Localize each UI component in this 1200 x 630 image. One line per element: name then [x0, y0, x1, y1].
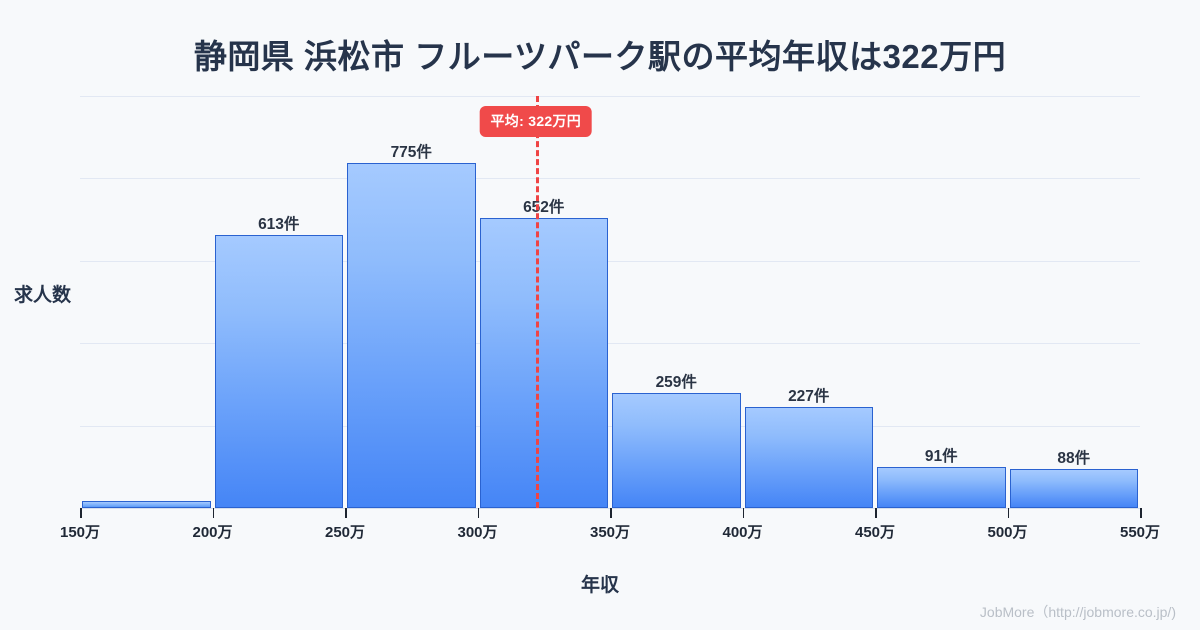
x-tick-label: 550万: [1119, 524, 1161, 541]
bar[interactable]: [612, 392, 741, 508]
x-tick-label: 300万: [457, 524, 498, 541]
bar-value-label: 652件: [523, 198, 565, 216]
bar[interactable]: [479, 217, 608, 508]
bar[interactable]: [744, 406, 873, 508]
x-tick-label: 500万: [987, 524, 1028, 541]
watermark: JobMore（http://jobmore.co.jp/): [979, 604, 1176, 620]
x-tick-mark: [212, 508, 215, 518]
plot-area: [80, 96, 1140, 508]
gridline: [80, 178, 1140, 179]
average-badge: 平均: 322万円: [479, 106, 593, 137]
x-tick-label: 450万: [854, 524, 896, 541]
average-line: [535, 96, 539, 508]
bar[interactable]: [214, 234, 343, 508]
x-tick-label: 200万: [192, 524, 233, 541]
bar-value-label: 613件: [258, 215, 300, 233]
x-tick-mark: [1007, 508, 1010, 518]
x-tick-mark: [742, 508, 745, 518]
x-tick-mark: [345, 508, 347, 518]
x-tick-mark: [610, 508, 612, 518]
bar[interactable]: [877, 467, 1006, 508]
x-axis-title: 年収: [580, 575, 619, 596]
x-tick-mark: [80, 508, 82, 518]
x-tick-label: 250万: [324, 524, 366, 541]
x-tick-label: 350万: [589, 524, 631, 541]
y-axis-title: 求人数: [14, 285, 72, 306]
bar[interactable]: [1009, 468, 1138, 508]
page-title: 静岡県 浜松市 フルーツパーク駅の平均年収は322万円: [193, 38, 1007, 75]
bar-value-label: 91件: [924, 448, 958, 466]
bar-value-label: 775件: [390, 143, 432, 161]
x-tick-label: 150万: [59, 524, 101, 541]
x-tick-label: 400万: [722, 524, 763, 541]
bar-value-label: 259件: [655, 373, 697, 391]
bar-value-label: 227件: [788, 387, 830, 405]
x-tick-mark: [477, 508, 480, 518]
bar[interactable]: [347, 162, 476, 508]
bar-value-label: 88件: [1057, 449, 1091, 467]
x-tick-mark: [875, 508, 877, 518]
gridline: [80, 343, 1140, 344]
gridline: [80, 261, 1140, 262]
bar[interactable]: [82, 501, 211, 508]
gridline: [80, 96, 1140, 97]
gridline: [80, 426, 1140, 427]
x-tick-mark: [1140, 508, 1142, 518]
